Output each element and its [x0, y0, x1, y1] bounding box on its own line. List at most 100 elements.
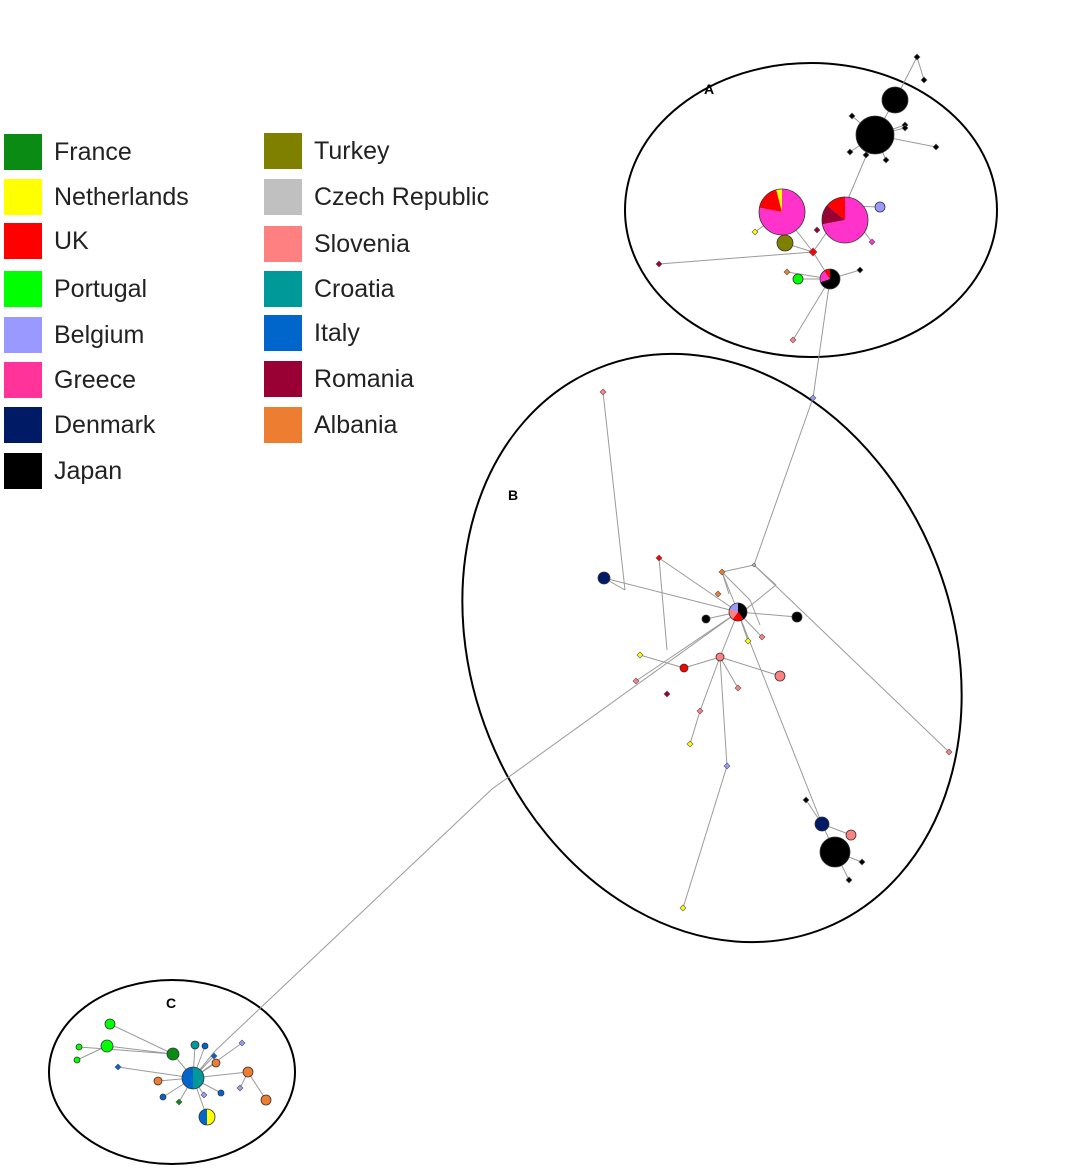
legend-item-netherlands: Netherlands	[4, 177, 189, 217]
cluster-a-label: A	[704, 81, 714, 97]
legend-item-croatia: Croatia	[264, 269, 395, 309]
legend-label: Czech Republic	[314, 182, 490, 211]
network-edge	[635, 611, 739, 682]
network-edge	[721, 564, 755, 573]
median-vector-node	[636, 651, 644, 659]
median-vector-node	[238, 1039, 246, 1047]
haplotype-node	[159, 1093, 167, 1101]
pie-outline	[728, 602, 748, 622]
legend-item-turkey: Turkey	[264, 131, 389, 171]
network-edge	[737, 611, 798, 618]
median-vector-node	[848, 112, 856, 120]
network-edge	[749, 599, 761, 626]
legend-item-czech-republic: Czech Republic	[264, 177, 489, 217]
pie-slice	[759, 189, 806, 236]
network-edge	[682, 765, 728, 909]
haplotype-node	[153, 1076, 163, 1086]
pie-outline	[881, 86, 909, 114]
haplotype-node	[715, 652, 725, 662]
legend-label: France	[54, 137, 132, 166]
pie-slice	[729, 603, 738, 612]
network-edge	[658, 557, 739, 613]
haplotype-pie-node	[819, 836, 851, 868]
network-edge	[812, 278, 831, 399]
network-edge	[247, 1071, 267, 1101]
haplotype-node	[73, 1056, 81, 1064]
legend-label: Slovenia	[314, 229, 410, 258]
haplotype-node	[874, 201, 886, 213]
pie-slice	[822, 197, 868, 244]
haplotype-pie-node	[821, 196, 869, 244]
legend-label: Italy	[314, 318, 360, 347]
network-edge	[719, 656, 739, 689]
legend-item-albania: Albania	[264, 405, 397, 445]
median-vector-node	[210, 1052, 218, 1060]
legend-label: UK	[54, 226, 89, 255]
median-vector-node	[175, 1098, 183, 1106]
network-edge	[719, 656, 781, 677]
network-edge	[737, 611, 823, 825]
network-edge	[689, 710, 701, 745]
legend-swatch	[264, 179, 302, 215]
legend-item-uk: UK	[4, 221, 89, 261]
haplotype-node	[792, 273, 804, 285]
haplotype-node	[190, 1040, 200, 1050]
haplotype-pie-node	[855, 115, 895, 155]
median-vector-node	[783, 268, 791, 276]
legend-swatch	[264, 271, 302, 307]
haplotype-pie-node	[758, 188, 806, 236]
pie-slice	[759, 189, 782, 212]
pie-slice	[729, 609, 738, 620]
pie-slice	[856, 116, 894, 154]
haplotype-pie-node	[881, 86, 909, 114]
pie-slice	[824, 269, 830, 279]
legend-label: Croatia	[314, 274, 395, 303]
median-vector-node	[714, 590, 722, 598]
network-edge	[602, 391, 626, 591]
legend-label: Greece	[54, 365, 136, 394]
median-vector-node	[686, 740, 694, 748]
network-nodes	[73, 53, 953, 1126]
haplotype-node	[679, 663, 689, 673]
median-vector-node	[236, 1084, 244, 1092]
legend-swatch	[264, 361, 302, 397]
median-vector-node	[723, 762, 731, 770]
legend-swatch	[264, 407, 302, 443]
median-vector-node	[696, 707, 704, 715]
network-edge	[719, 656, 728, 767]
pie-outline	[819, 268, 841, 290]
legend-swatch	[4, 223, 42, 259]
cluster-c-outline	[48, 979, 296, 1165]
haplotype-node	[104, 1018, 116, 1030]
median-vector-node	[789, 336, 797, 344]
legend-label: Japan	[54, 456, 123, 485]
pie-slice	[738, 603, 747, 620]
haplotype-node	[242, 1066, 254, 1078]
network-edge	[106, 1045, 174, 1055]
cluster-b-label: B	[508, 487, 518, 503]
legend-label: Belgium	[54, 320, 145, 349]
haplotype-pie-node	[819, 268, 841, 290]
median-vector-node	[114, 1063, 122, 1071]
network-edge	[117, 1066, 194, 1079]
haplotype-pie-node	[728, 602, 748, 622]
haplotype-node	[774, 670, 786, 682]
legend-label: Portugal	[54, 274, 148, 303]
legend-swatch	[4, 271, 42, 307]
cluster-a-outline	[624, 62, 998, 358]
legend-swatch	[4, 453, 42, 489]
median-vector-node	[751, 228, 759, 236]
pie-slice	[207, 1109, 215, 1125]
haplotype-pie-node	[181, 1066, 205, 1090]
median-vector-node	[862, 151, 870, 159]
network-edge	[78, 1046, 174, 1055]
median-vector-node	[744, 637, 752, 645]
network-edge	[639, 654, 685, 669]
network-edge	[215, 788, 493, 1051]
legend-item-portugal: Portugal	[4, 269, 147, 309]
network-edge	[683, 656, 721, 669]
median-vector-node	[200, 1091, 208, 1099]
legend-label: Denmark	[54, 410, 156, 439]
